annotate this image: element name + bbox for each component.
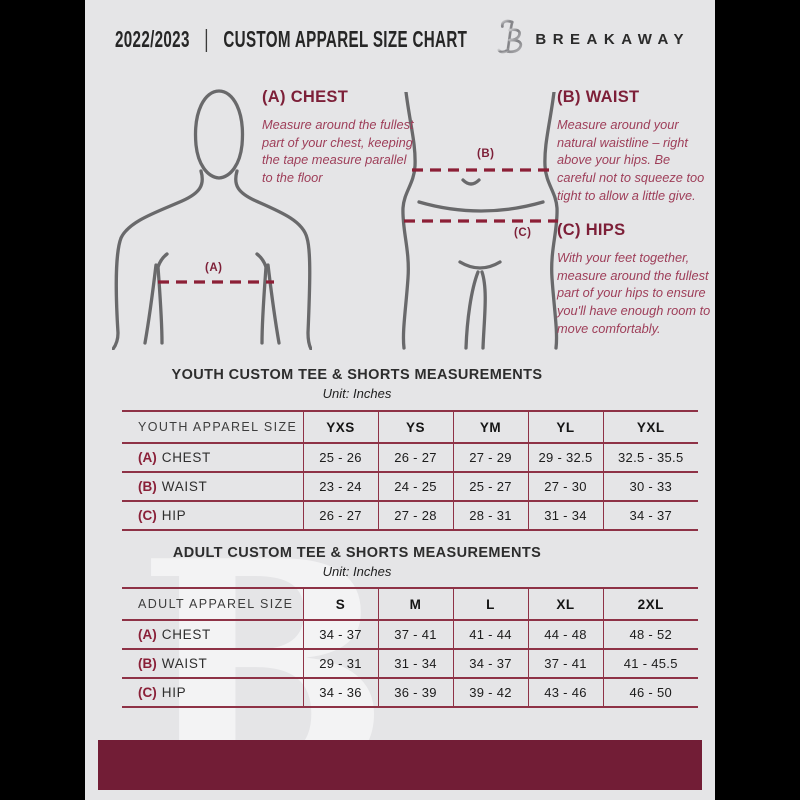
size-range-cell: 23 - 24 xyxy=(302,472,378,501)
chest-guide-section: (A) CHEST Measure around the fullest par… xyxy=(262,88,414,187)
size-range-cell: 31 - 34 xyxy=(527,501,603,530)
size-range-cell: 27 - 29 xyxy=(452,443,528,472)
column-header: YS xyxy=(377,411,453,443)
table-row: (C) HIP 34 - 36 36 - 39 39 - 42 43 - 46 4… xyxy=(122,678,698,707)
row-label: HIP xyxy=(161,685,187,700)
column-header: L xyxy=(452,588,528,620)
row-marker: (A) xyxy=(138,450,157,465)
column-header: 2XL xyxy=(602,588,698,620)
chest-guide-text: Measure around the fullest part of your … xyxy=(262,117,414,185)
size-range-cell: 28 - 31 xyxy=(452,501,528,530)
waist-guide-heading: (B) WAIST xyxy=(557,88,640,106)
size-range-cell: 43 - 46 xyxy=(527,678,603,707)
size-range-cell: 29 - 32.5 xyxy=(527,443,603,472)
table-header-row: ADULT APPAREL SIZE S M L XL 2XL xyxy=(122,588,698,620)
row-marker: (B) xyxy=(138,479,157,494)
waist-marker-label: (B) xyxy=(477,148,495,160)
brand-lockup: BREAKAWAY xyxy=(497,18,684,60)
adult-size-table: ADULT APPAREL SIZE S M L XL 2XL (A) CHEST… xyxy=(122,587,698,708)
size-range-cell: 26 - 27 xyxy=(302,501,378,530)
size-range-cell: 37 - 41 xyxy=(527,649,603,678)
table-row: (B) WAIST 23 - 24 24 - 25 25 - 27 27 - 30… xyxy=(122,472,698,501)
column-header: XL xyxy=(527,588,603,620)
size-range-cell: 37 - 41 xyxy=(377,620,453,649)
chest-marker-label: (A) xyxy=(205,262,223,274)
column-header: YL xyxy=(527,411,603,443)
youth-table-title: YOUTH CUSTOM TEE & SHORTS MEASUREMENTS xyxy=(171,367,543,383)
size-range-cell: 39 - 42 xyxy=(452,678,528,707)
footer-accent-bar xyxy=(98,740,702,790)
table-row: (A) CHEST 25 - 26 26 - 27 27 - 29 29 - 32… xyxy=(122,443,698,472)
page-title: CUSTOM APPAREL SIZE CHART xyxy=(223,26,468,52)
season-label: 2022/2023 xyxy=(115,26,190,52)
size-range-cell: 32.5 - 35.5 xyxy=(602,443,698,472)
size-range-cell: 36 - 39 xyxy=(377,678,453,707)
column-header: M xyxy=(377,588,453,620)
brand-name: BREAKAWAY xyxy=(535,30,690,48)
size-range-cell: 41 - 44 xyxy=(452,620,528,649)
waist-guide-section: (B) WAIST Measure around your natural wa… xyxy=(557,88,711,204)
column-header: YM xyxy=(452,411,528,443)
title-divider: | xyxy=(204,25,209,53)
row-label: CHEST xyxy=(161,627,212,642)
row-label: WAIST xyxy=(161,479,208,494)
adult-table-title: ADULT CUSTOM TEE & SHORTS MEASUREMENTS xyxy=(172,545,542,561)
size-range-cell: 34 - 37 xyxy=(452,649,528,678)
waist-guide-text: Measure around your natural waistline – … xyxy=(557,117,705,203)
size-range-cell: 34 - 37 xyxy=(302,620,378,649)
size-range-cell: 44 - 48 xyxy=(527,620,603,649)
left-black-margin xyxy=(0,0,85,800)
youth-size-table: YOUTH APPAREL SIZE YXS YS YM YL YXL (A) C… xyxy=(122,410,698,531)
table-header-row: YOUTH APPAREL SIZE YXS YS YM YL YXL xyxy=(122,411,698,443)
column-header: YXS xyxy=(302,411,378,443)
adult-table-unit: Unit: Inches xyxy=(322,564,392,579)
size-range-cell: 27 - 30 xyxy=(527,472,603,501)
column-header: ADULT APPAREL SIZE xyxy=(138,597,294,611)
row-label: CHEST xyxy=(161,450,212,465)
upper-body-figure xyxy=(112,89,312,350)
size-range-cell: 34 - 36 xyxy=(302,678,378,707)
column-header: S xyxy=(302,588,378,620)
hips-guide-section: (C) HIPS With your feet together, measur… xyxy=(557,221,711,337)
hips-marker-label: (C) xyxy=(514,227,532,239)
column-header: YOUTH APPAREL SIZE xyxy=(138,420,298,434)
size-range-cell: 25 - 26 xyxy=(302,443,378,472)
row-marker: (C) xyxy=(138,508,157,523)
size-range-cell: 27 - 28 xyxy=(377,501,453,530)
youth-table-unit: Unit: Inches xyxy=(322,386,392,401)
size-range-cell: 25 - 27 xyxy=(452,472,528,501)
table-row: (B) WAIST 29 - 31 31 - 34 34 - 37 37 - 41… xyxy=(122,649,698,678)
hips-guide-text: With your feet together, measure around … xyxy=(557,250,711,336)
chest-guide-heading: (A) CHEST xyxy=(262,88,349,106)
size-range-cell: 46 - 50 xyxy=(602,678,698,707)
column-header: YXL xyxy=(602,411,698,443)
row-marker: (B) xyxy=(138,656,157,671)
row-marker: (A) xyxy=(138,627,157,642)
right-black-margin xyxy=(715,0,800,800)
size-range-cell: 24 - 25 xyxy=(377,472,453,501)
table-row: (C) HIP 26 - 27 27 - 28 28 - 31 31 - 34 3… xyxy=(122,501,698,530)
hips-guide-heading: (C) HIPS xyxy=(557,221,626,239)
size-range-cell: 31 - 34 xyxy=(377,649,453,678)
row-label: HIP xyxy=(161,508,187,523)
breakaway-logo-icon xyxy=(497,18,524,60)
size-range-cell: 34 - 37 xyxy=(602,501,698,530)
table-row: (A) CHEST 34 - 37 37 - 41 41 - 44 44 - 48… xyxy=(122,620,698,649)
size-range-cell: 48 - 52 xyxy=(602,620,698,649)
size-range-cell: 29 - 31 xyxy=(302,649,378,678)
row-label: WAIST xyxy=(161,656,208,671)
document-title-group: 2022/2023 | CUSTOM APPAREL SIZE CHART xyxy=(115,25,467,54)
size-range-cell: 41 - 45.5 xyxy=(602,649,698,678)
size-chart-page: B 2022/2023 | CUSTOM APPAREL SIZE CHART xyxy=(85,0,715,800)
size-range-cell: 26 - 27 xyxy=(377,443,453,472)
lower-body-figure xyxy=(401,92,559,350)
row-marker: (C) xyxy=(138,685,157,700)
size-range-cell: 30 - 33 xyxy=(602,472,698,501)
